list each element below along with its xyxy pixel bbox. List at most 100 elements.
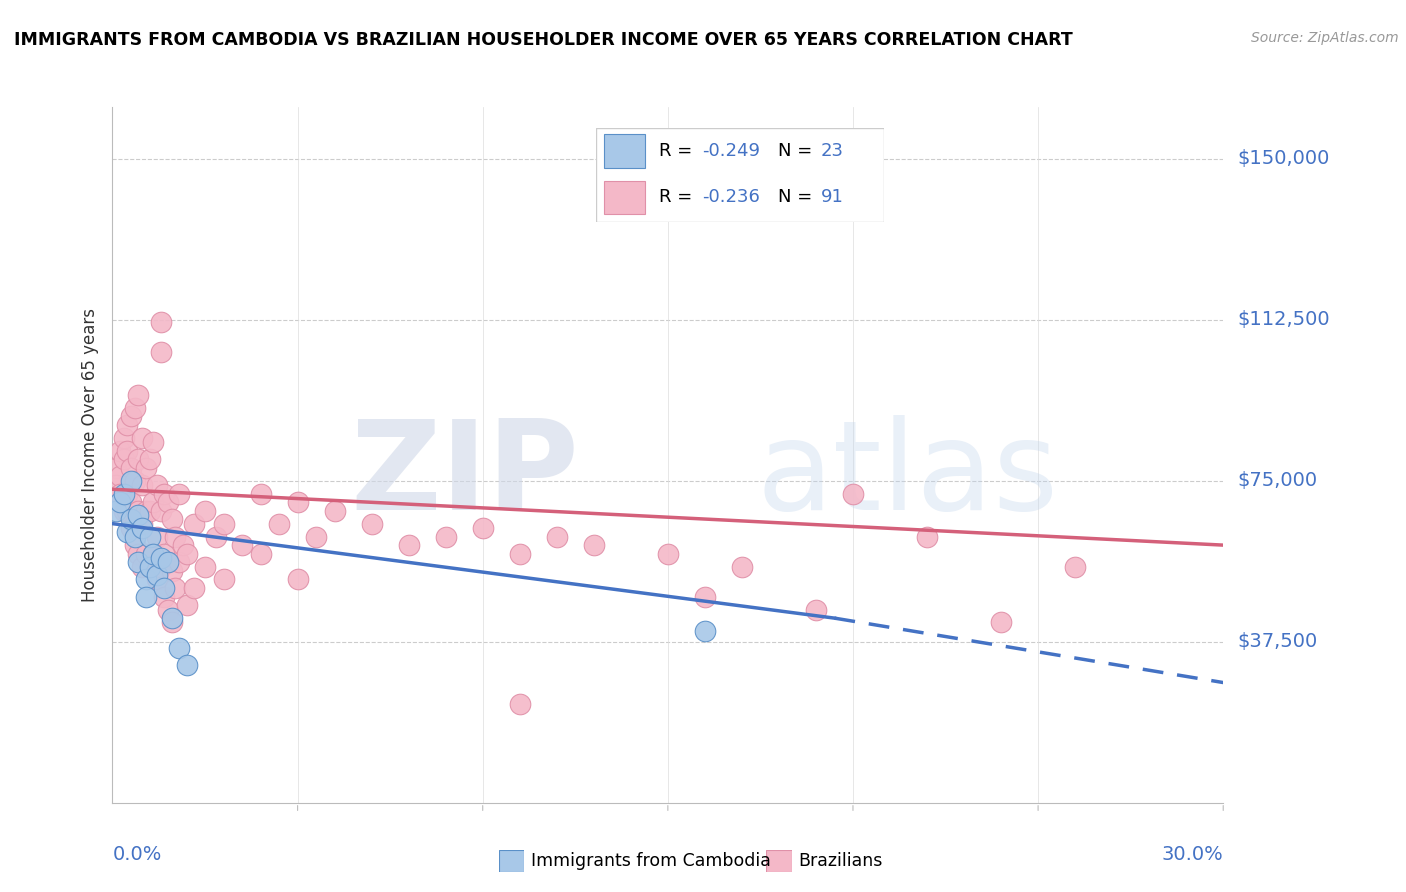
Point: [323, 504, 346, 518]
Point: [135, 573, 157, 587]
Point: [360, 516, 382, 531]
Point: [434, 529, 457, 543]
Point: [135, 547, 157, 561]
Point: [120, 409, 142, 424]
Point: [287, 573, 309, 587]
Point: [509, 547, 531, 561]
Point: [509, 697, 531, 711]
Point: [124, 474, 146, 488]
Point: [117, 504, 139, 518]
Y-axis label: Householder Income Over 65 years: Householder Income Over 65 years: [80, 308, 98, 602]
Point: [160, 611, 183, 625]
Point: [138, 529, 160, 543]
Point: [131, 431, 153, 445]
Point: [142, 547, 165, 561]
Text: $37,500: $37,500: [1237, 632, 1317, 651]
Point: [167, 641, 190, 656]
FancyBboxPatch shape: [596, 128, 884, 222]
Point: [112, 486, 135, 500]
Point: [194, 504, 217, 518]
Point: [120, 495, 142, 509]
Point: [117, 486, 139, 500]
Point: [267, 516, 291, 531]
Text: $75,000: $75,000: [1237, 471, 1317, 491]
Point: [146, 529, 169, 543]
Point: [153, 486, 176, 500]
Point: [135, 460, 157, 475]
Text: atlas: atlas: [756, 416, 1059, 536]
Point: [120, 521, 142, 535]
Point: [657, 547, 679, 561]
Text: IMMIGRANTS FROM CAMBODIA VS BRAZILIAN HOUSEHOLDER INCOME OVER 65 YEARS CORRELATI: IMMIGRANTS FROM CAMBODIA VS BRAZILIAN HO…: [14, 31, 1073, 49]
Point: [149, 344, 172, 359]
Point: [176, 658, 198, 673]
Point: [105, 460, 128, 475]
Text: ZIP: ZIP: [350, 416, 579, 536]
Point: [160, 615, 183, 630]
Point: [194, 559, 217, 574]
Text: 30.0%: 30.0%: [1161, 845, 1223, 863]
Point: [120, 460, 142, 475]
Point: [149, 504, 172, 518]
Point: [160, 512, 183, 526]
Text: -0.236: -0.236: [703, 188, 761, 206]
Point: [160, 564, 183, 578]
Point: [146, 478, 169, 492]
Point: [124, 538, 146, 552]
Point: [471, 521, 494, 535]
Point: [172, 538, 194, 552]
Point: [142, 435, 165, 450]
Point: [1064, 559, 1087, 574]
Point: [131, 516, 153, 531]
Text: Brazilians: Brazilians: [799, 852, 883, 871]
Point: [990, 615, 1012, 630]
Point: [165, 581, 187, 595]
Point: [157, 555, 180, 569]
Text: R =: R =: [659, 143, 699, 161]
Point: [108, 486, 131, 500]
Point: [167, 555, 190, 569]
Point: [117, 417, 139, 432]
Text: R =: R =: [659, 188, 699, 206]
Point: [112, 431, 135, 445]
Point: [212, 516, 235, 531]
Point: [117, 525, 139, 540]
Point: [124, 529, 146, 543]
Point: [231, 538, 253, 552]
Point: [138, 504, 160, 518]
Point: [127, 504, 149, 518]
Point: [112, 452, 135, 467]
Point: [108, 443, 131, 458]
Point: [142, 547, 165, 561]
Point: [398, 538, 420, 552]
Point: [108, 495, 131, 509]
Text: $150,000: $150,000: [1237, 149, 1330, 168]
Text: 91: 91: [821, 188, 844, 206]
Point: [124, 516, 146, 531]
Point: [112, 504, 135, 518]
Point: [127, 508, 149, 522]
Point: [149, 559, 172, 574]
Point: [153, 581, 176, 595]
Point: [693, 624, 716, 638]
Text: -0.249: -0.249: [703, 143, 761, 161]
Point: [124, 401, 146, 415]
Point: [157, 495, 180, 509]
Point: [693, 590, 716, 604]
Point: [105, 478, 128, 492]
Point: [183, 516, 205, 531]
Point: [731, 559, 754, 574]
Point: [287, 495, 309, 509]
Point: [915, 529, 938, 543]
Point: [108, 469, 131, 483]
Point: [127, 555, 149, 569]
Text: N =: N =: [778, 188, 818, 206]
Point: [546, 529, 568, 543]
Point: [149, 315, 172, 329]
Point: [142, 495, 165, 509]
Point: [131, 478, 153, 492]
Point: [138, 559, 160, 574]
Point: [138, 559, 160, 574]
Text: Source: ZipAtlas.com: Source: ZipAtlas.com: [1251, 31, 1399, 45]
Bar: [605, 180, 645, 214]
